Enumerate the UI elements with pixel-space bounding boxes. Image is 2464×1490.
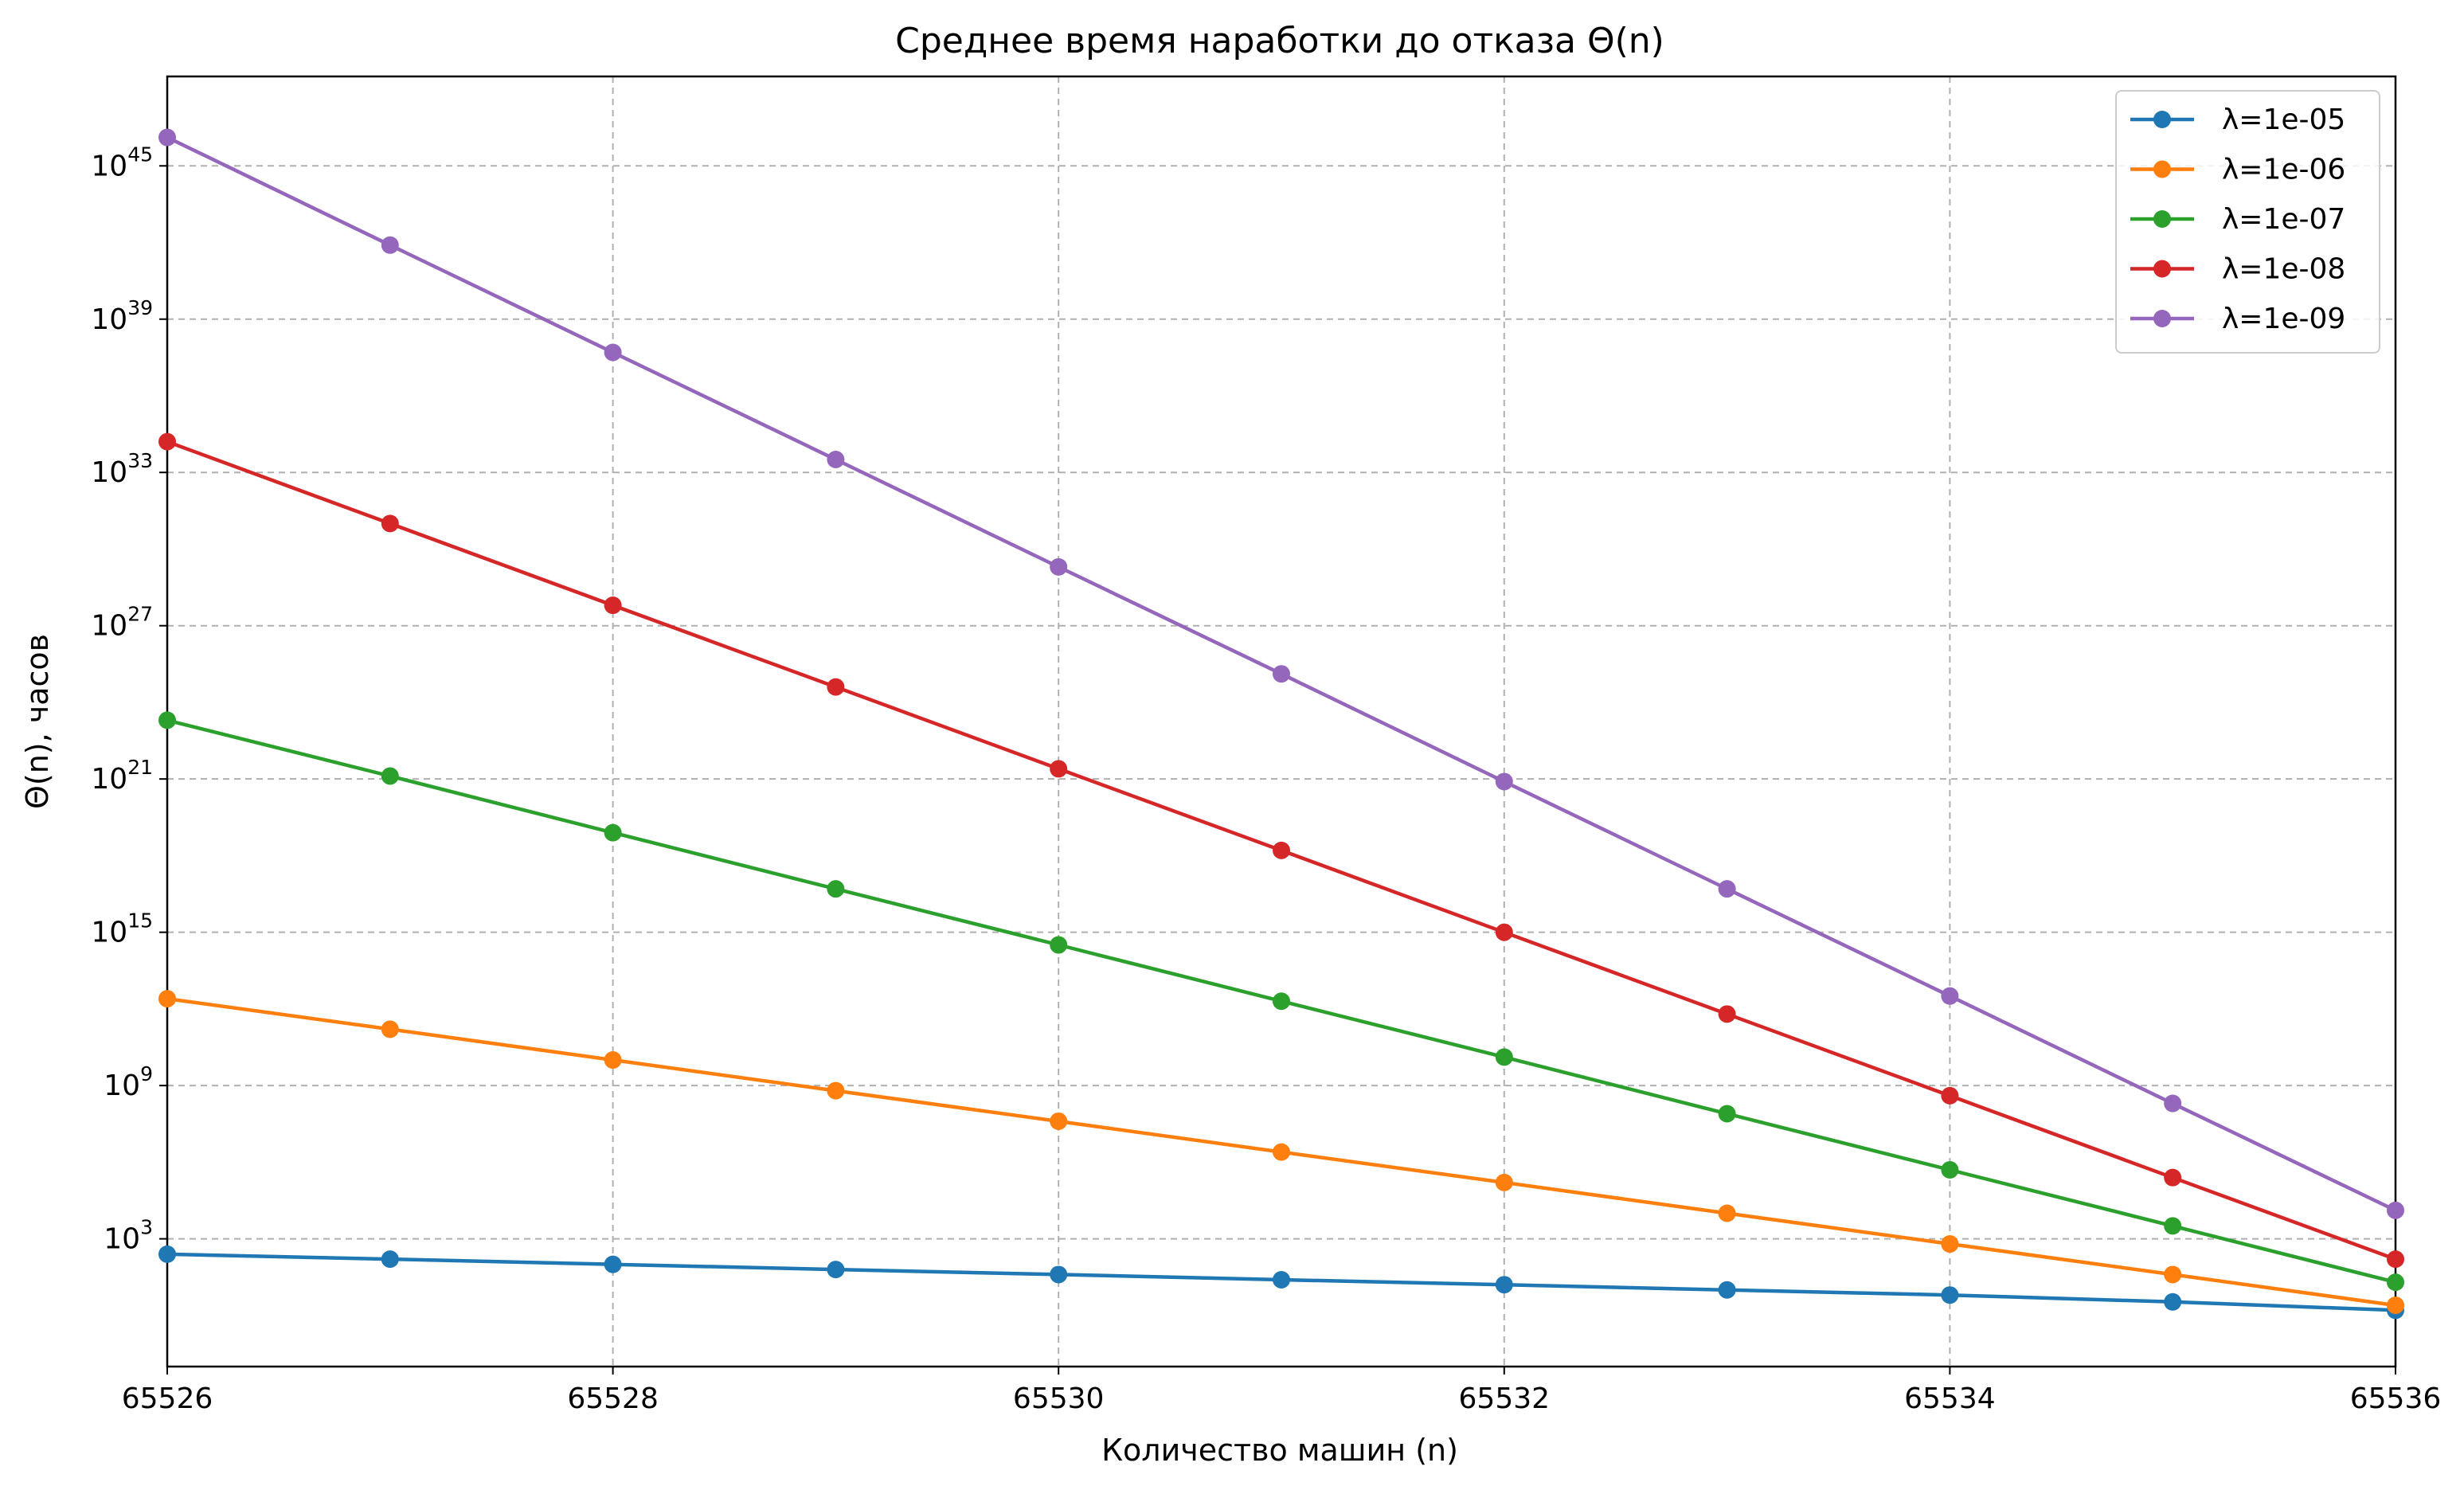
data-point [1495, 923, 1513, 941]
legend: λ=1e-05 λ=1e-06 λ=1e-07 λ=1e-08 λ=1e-09 [2115, 90, 2380, 354]
data-point [2164, 1094, 2182, 1113]
legend-marker [2153, 310, 2171, 327]
data-point [158, 432, 176, 451]
data-point [381, 1250, 399, 1269]
data-point [2164, 1168, 2182, 1187]
data-point [827, 678, 845, 696]
y-tick-label: 109 [104, 1062, 153, 1102]
legend-marker [2153, 260, 2171, 278]
legend-item: λ=1e-09 [2130, 303, 2345, 335]
data-point [1495, 772, 1513, 791]
data-point [1050, 557, 1068, 576]
y-tick-label: 1021 [91, 756, 153, 796]
data-point [2164, 1265, 2182, 1284]
data-point [1941, 1286, 1959, 1304]
data-point [604, 1255, 622, 1273]
plot-area [158, 128, 2404, 1320]
x-axis-title: Количество машин (n) [1101, 1433, 1458, 1468]
x-tick-label: 65532 [1459, 1382, 1551, 1415]
grid [166, 76, 2396, 1367]
data-point [1273, 1270, 1290, 1289]
data-point [381, 236, 399, 254]
legend-label: λ=1e-06 [2222, 154, 2345, 186]
data-point [1941, 1086, 1959, 1105]
series-4 [158, 432, 2404, 1269]
data-point [1718, 1105, 1736, 1123]
data-point [381, 514, 399, 533]
data-point [1718, 880, 1736, 898]
series-5 [158, 128, 2404, 1219]
legend-marker [2153, 160, 2171, 178]
data-point [827, 451, 845, 469]
data-point [1273, 992, 1290, 1011]
legend-item: λ=1e-07 [2130, 203, 2345, 236]
data-point [158, 128, 176, 147]
legend-item: λ=1e-05 [2130, 104, 2345, 136]
data-point [1718, 1281, 1736, 1299]
data-point [827, 1081, 845, 1100]
legend-item: λ=1e-06 [2130, 154, 2345, 186]
data-point [1495, 1276, 1513, 1294]
data-point [1941, 987, 1959, 1005]
data-point [604, 596, 622, 615]
chart-title: Среднее время наработки до отказа Θ(n) [895, 21, 1664, 61]
data-point [1273, 665, 1290, 683]
data-point [1050, 1265, 1068, 1284]
legend-marker [2153, 210, 2171, 228]
x-tick-label: 65536 [2350, 1382, 2442, 1415]
x-tick-label: 65534 [1904, 1382, 1996, 1415]
legend-label: λ=1e-05 [2222, 104, 2345, 136]
y-tick-label: 1015 [91, 909, 153, 949]
y-axis-title: Θ(n), часов [20, 634, 55, 809]
data-point [1495, 1048, 1513, 1066]
data-point [1941, 1161, 1959, 1179]
data-point [1718, 1204, 1736, 1222]
data-point [2164, 1217, 2182, 1235]
data-point [1050, 1112, 1068, 1130]
x-axis: 65526 65528 65530 65532 65534 65536 [122, 1367, 2442, 1415]
data-point [1273, 1143, 1290, 1161]
data-point [1050, 760, 1068, 778]
data-point [1718, 1005, 1736, 1023]
data-point [827, 880, 845, 898]
data-point [2387, 1250, 2404, 1269]
data-point [158, 1245, 176, 1263]
legend-label: λ=1e-07 [2222, 203, 2345, 236]
data-point [827, 1261, 845, 1279]
legend-label: λ=1e-08 [2222, 253, 2345, 286]
y-tick-label: 103 [104, 1216, 153, 1256]
x-tick-label: 65528 [567, 1382, 659, 1415]
data-point [1941, 1235, 1959, 1253]
series-3 [158, 711, 2404, 1292]
y-axis: 103 109 1015 1021 1027 1033 1039 1045 [91, 143, 167, 1256]
series-1 [158, 1245, 2404, 1320]
y-tick-label: 1033 [91, 449, 153, 489]
data-point [1495, 1173, 1513, 1191]
data-point [381, 1020, 399, 1038]
x-tick-label: 65530 [1013, 1382, 1105, 1415]
y-tick-label: 1039 [91, 296, 153, 336]
y-tick-label: 1027 [91, 603, 153, 643]
legend-label: λ=1e-09 [2222, 303, 2345, 335]
data-point [2164, 1293, 2182, 1311]
data-point [158, 990, 176, 1008]
legend-box [2115, 90, 2380, 354]
series-2 [158, 990, 2404, 1315]
data-point [2387, 1201, 2404, 1219]
data-point [604, 343, 622, 362]
data-point [2387, 1273, 2404, 1292]
data-point [604, 823, 622, 842]
x-tick-label: 65526 [122, 1382, 213, 1415]
data-point [1273, 841, 1290, 859]
data-point [1050, 936, 1068, 954]
data-point [381, 767, 399, 785]
legend-marker [2153, 111, 2171, 128]
data-point [2387, 1296, 2404, 1315]
legend-item: λ=1e-08 [2130, 253, 2345, 286]
data-point [158, 711, 176, 729]
y-tick-label: 1045 [91, 143, 153, 182]
data-point [604, 1051, 622, 1070]
